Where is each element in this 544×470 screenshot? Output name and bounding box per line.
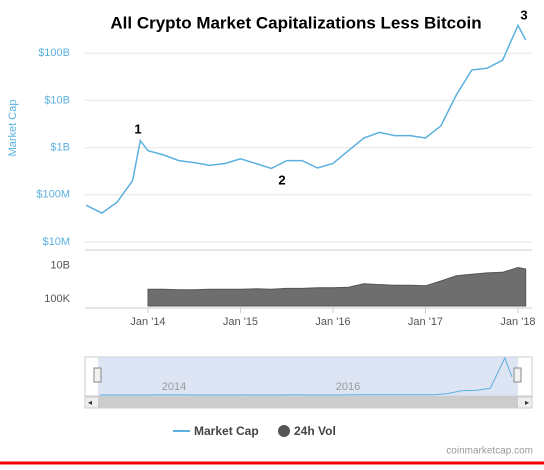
navigator-handle[interactable] (93, 367, 102, 383)
navigator-label: 2014 (162, 381, 186, 393)
y-tick-label: $10B (44, 94, 70, 106)
credit: coinmarketcap.com (446, 446, 533, 457)
scrollbar-thumb[interactable] (98, 397, 518, 408)
y-tick-label: $1B (50, 142, 70, 154)
y-tick-label: 100K (44, 293, 70, 305)
x-tick-label: Jan '14 (130, 316, 165, 328)
navigator-line (100, 356, 513, 396)
y-tick-label: $10M (42, 236, 70, 248)
y-axis-title: Market Cap (7, 100, 19, 157)
annotation: 3 (520, 7, 527, 22)
navigator-handle[interactable] (513, 367, 522, 383)
y-tick-label: $100M (36, 189, 70, 201)
legend-swatch (278, 425, 290, 437)
y-tick-label: 10B (50, 259, 70, 271)
chart-title: All Crypto Market Capitalizations Less B… (110, 13, 481, 32)
legend-label[interactable]: Market Cap (194, 424, 259, 438)
x-tick-label: Jan '18 (500, 316, 535, 328)
x-tick-label: Jan '16 (315, 316, 350, 328)
line (85, 23, 527, 214)
x-tick-label: Jan '15 (223, 316, 258, 328)
annotation: 2 (278, 172, 285, 187)
x-tick-label: Jan '17 (408, 316, 443, 328)
y-tick-label: $100B (38, 47, 70, 59)
legend-label[interactable]: 24h Vol (294, 424, 336, 438)
scroll-right[interactable]: ▸ (525, 398, 529, 407)
navigator-selection[interactable] (98, 357, 518, 396)
scroll-left[interactable]: ◂ (88, 398, 92, 407)
volume-area (147, 266, 527, 307)
annotation: 1 (134, 121, 141, 136)
navigator-label: 2016 (336, 381, 360, 393)
